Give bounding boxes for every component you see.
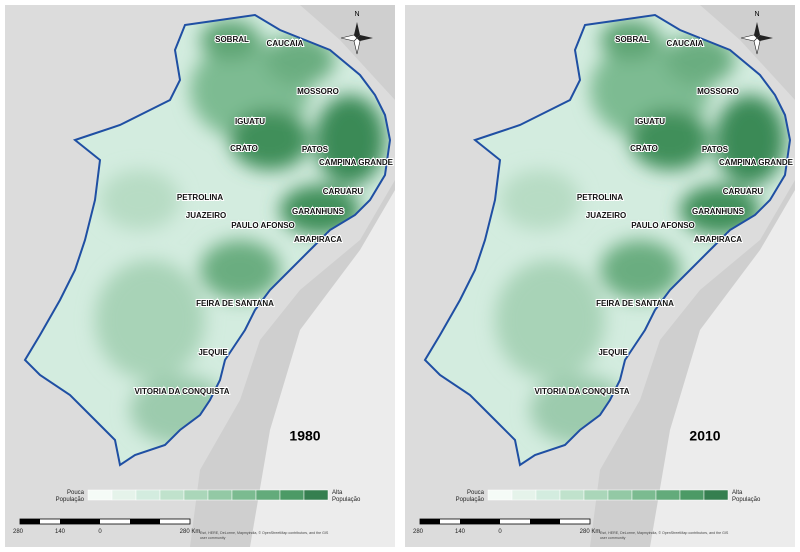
city-label: SOBRAL [215, 35, 249, 44]
legend-low: Pouca [67, 490, 85, 496]
legend-swatch [607, 489, 633, 501]
legend-low: População [56, 497, 85, 503]
attribution: Esri, HERE, DeLorme, Mapmyindia, © OpenS… [200, 531, 329, 535]
scale-label: 280 [413, 529, 424, 535]
city-label: PATOS [702, 145, 729, 154]
attribution: user community [200, 536, 226, 540]
map-panel: SOBRAL CAUCAIA MOSSORO IGUATU CRATO PATOS CAMP… [0, 0, 400, 547]
city-label: CAMPINA GRANDE [319, 158, 394, 167]
legend-high: Alta [332, 490, 343, 496]
city-label: ARAPIRACA [694, 235, 742, 244]
legend-low: População [456, 497, 485, 503]
city-label: CAUCAIA [667, 39, 704, 48]
city-label: CRATO [630, 144, 658, 153]
legend-swatch [135, 489, 161, 501]
scale-label: 280 Km [580, 529, 601, 535]
city-label: GARANHUNS [692, 207, 745, 216]
year-label: 2010 [689, 428, 720, 444]
legend-swatch [631, 489, 657, 501]
legend-swatch [255, 489, 281, 501]
city-label: JEQUIE [198, 348, 228, 357]
city-label: MOSSORO [697, 87, 739, 96]
legend-swatch [487, 489, 513, 501]
city-label: IGUATU [635, 117, 665, 126]
city-label: IGUATU [235, 117, 265, 126]
city-label: CRATO [230, 144, 258, 153]
city-label: PAULO AFONSO [631, 221, 695, 230]
scale-label: 140 [455, 529, 466, 535]
scale-label: 0 [98, 529, 102, 535]
city-label: JUAZEIRO [586, 211, 626, 220]
city-label: CAMPINA GRANDE [719, 158, 794, 167]
map-panel: SOBRAL CAUCAIA MOSSORO IGUATU CRATO PATOS CAMP… [400, 0, 800, 547]
legend-swatch [111, 489, 137, 501]
year-label: 1980 [289, 428, 320, 444]
legend-high: População [732, 497, 761, 503]
legend-swatch [87, 489, 113, 501]
attribution: Esri, HERE, DeLorme, Mapmyindia, © OpenS… [600, 531, 729, 535]
city-label: CARUARU [323, 187, 364, 196]
legend-high: Alta [732, 490, 743, 496]
legend-swatch [279, 489, 305, 501]
city-label: ARAPIRACA [294, 235, 342, 244]
legend-swatch [303, 489, 329, 501]
legend-swatch [655, 489, 681, 501]
city-label: CARUARU [723, 187, 764, 196]
north-label: N [354, 11, 359, 18]
legend-swatch [207, 489, 233, 501]
legend-swatch [559, 489, 585, 501]
city-label: FEIRA DE SANTANA [596, 299, 674, 308]
legend-swatch [535, 489, 561, 501]
city-label: VITORIA DA CONQUISTA [134, 387, 229, 396]
city-label: FEIRA DE SANTANA [196, 299, 274, 308]
city-label: JUAZEIRO [186, 211, 226, 220]
city-label: CAUCAIA [267, 39, 304, 48]
scale-label: 280 Km [180, 529, 201, 535]
scale-label: 280 [13, 529, 24, 535]
scale-label: 0 [498, 529, 502, 535]
city-label: PETROLINA [177, 193, 223, 202]
scale-label: 140 [55, 529, 66, 535]
north-label: N [754, 11, 759, 18]
legend-swatch [159, 489, 185, 501]
legend-swatch [583, 489, 609, 501]
legend-swatch [679, 489, 705, 501]
legend-swatch [511, 489, 537, 501]
city-label: PETROLINA [577, 193, 623, 202]
legend-high: População [332, 497, 361, 503]
legend-swatch [703, 489, 729, 501]
legend-low: Pouca [467, 490, 485, 496]
city-label: SOBRAL [615, 35, 649, 44]
city-label: MOSSORO [297, 87, 339, 96]
legend-swatch [183, 489, 209, 501]
attribution: user community [600, 536, 626, 540]
legend-swatch [231, 489, 257, 501]
city-label: VITORIA DA CONQUISTA [534, 387, 629, 396]
city-label: JEQUIE [598, 348, 628, 357]
city-label: PAULO AFONSO [231, 221, 295, 230]
city-label: GARANHUNS [292, 207, 345, 216]
city-label: PATOS [302, 145, 329, 154]
